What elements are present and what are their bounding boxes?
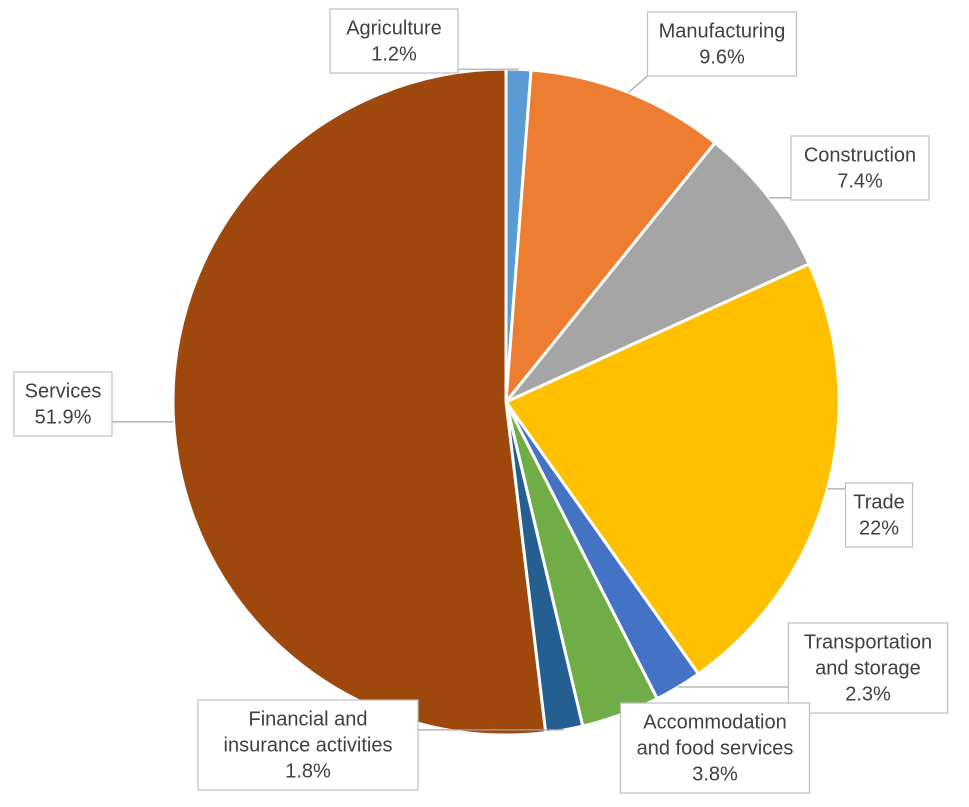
- label-box: [13, 371, 113, 437]
- label-box: [790, 135, 930, 201]
- leader-lines: [112, 68, 846, 731]
- leader-line-manufacturing: [628, 75, 648, 93]
- label-box: [197, 699, 419, 791]
- label-box: [646, 11, 798, 77]
- slice-category-label: Agriculture: [346, 17, 442, 39]
- pie-slice-trade: [504, 262, 841, 676]
- data-label-trade: Trade 22%: [844, 482, 914, 548]
- data-label-construction: Construction 7.4%: [790, 135, 930, 201]
- slice-category-label: insurance activities: [224, 734, 393, 756]
- slice-category-label: Services: [25, 380, 102, 402]
- pie-slice-construction: [504, 141, 811, 404]
- data-label-transportation: Transportation and storage 2.3%: [787, 622, 949, 714]
- data-labels: Agriculture 1.2% Manufacturing 9.6% Construc…: [13, 8, 949, 794]
- pie-slice-manufacturing: [504, 68, 717, 404]
- slice-category-label: Accommodation: [643, 711, 786, 733]
- label-box: [844, 482, 914, 548]
- slice-category-label: Transportation: [804, 631, 932, 653]
- slice-category-label: Financial and: [249, 708, 368, 730]
- data-label-accommodation: Accommodation and food services 3.8%: [619, 702, 811, 794]
- slice-value-label: 2.3%: [845, 683, 891, 705]
- slice-category-label: and food services: [637, 737, 794, 759]
- slice-category-label: Trade: [853, 491, 905, 513]
- slice-value-label: 1.8%: [285, 760, 331, 782]
- slice-value-label: 1.2%: [371, 43, 417, 65]
- pie-slice-services: [171, 67, 548, 737]
- data-label-agriculture: Agriculture 1.2%: [329, 8, 459, 74]
- label-box: [787, 622, 949, 714]
- slice-value-label: 3.8%: [692, 763, 738, 785]
- slice-value-label: 9.6%: [699, 46, 745, 68]
- slice-category-label: Manufacturing: [659, 20, 786, 42]
- pie-slices: [171, 67, 841, 737]
- data-label-services: Services 51.9%: [13, 371, 113, 437]
- label-box: [329, 8, 459, 74]
- data-label-financial-and: Financial and insurance activities 1.8%: [197, 699, 419, 791]
- slice-value-label: 22%: [859, 517, 899, 539]
- slice-category-label: and storage: [815, 657, 921, 679]
- slice-category-label: Construction: [804, 144, 916, 166]
- slice-value-label: 51.9%: [35, 406, 92, 428]
- slice-value-label: 7.4%: [837, 170, 883, 192]
- label-box: [619, 702, 811, 794]
- data-label-manufacturing: Manufacturing 9.6%: [646, 11, 798, 77]
